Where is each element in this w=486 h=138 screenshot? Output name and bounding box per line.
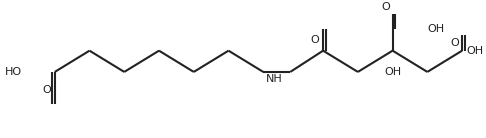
Text: NH: NH — [266, 74, 282, 84]
Text: O: O — [311, 35, 319, 45]
Text: OH: OH — [427, 24, 445, 34]
Text: OH: OH — [384, 67, 401, 77]
Text: O: O — [42, 85, 51, 95]
Text: O: O — [451, 38, 459, 48]
Text: HO: HO — [5, 67, 22, 77]
Text: OH: OH — [466, 46, 483, 56]
Text: O: O — [381, 2, 390, 12]
